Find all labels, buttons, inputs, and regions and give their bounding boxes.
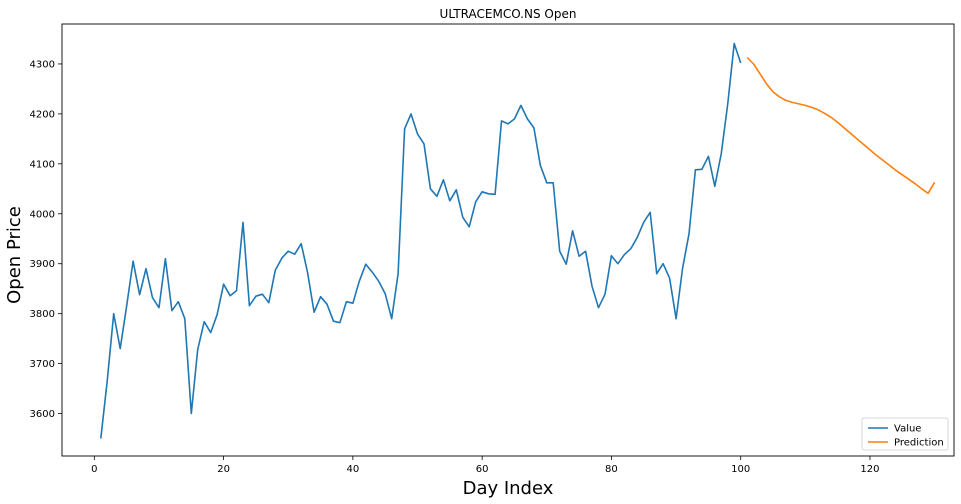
y-tick-label: 4000 — [30, 209, 55, 220]
legend-label-value: Value — [894, 424, 921, 435]
plot-area: 0 20 40 60 80 100 120 3600 3700 3800 3900 4000 4100 4… — [30, 23, 955, 475]
y-tick-label: 3600 — [30, 409, 55, 420]
y-tick-label: 3800 — [30, 309, 55, 320]
x-tick-label: 20 — [217, 464, 230, 475]
x-tick-label: 0 — [91, 464, 97, 475]
chart-title: ULTRACEMCO.NS Open — [440, 7, 577, 21]
legend-label-prediction: Prediction — [894, 438, 944, 449]
y-tick-label: 3900 — [30, 259, 55, 270]
legend: Value Prediction — [861, 417, 949, 451]
axes-frame — [61, 23, 955, 457]
y-tick-label: 4300 — [30, 59, 55, 70]
y-tick-label: 4200 — [30, 109, 55, 120]
y-axis-label: Open Price — [4, 206, 25, 304]
y-tick-label: 4100 — [30, 159, 55, 170]
x-tick-label: 80 — [605, 464, 618, 475]
y-tick-label: 3700 — [30, 359, 55, 370]
x-axis-label: Day Index — [463, 478, 554, 499]
series-line-prediction — [746, 56, 936, 195]
x-tick-label: 100 — [731, 464, 750, 475]
series-line-value — [100, 42, 742, 439]
x-tick-label: 40 — [347, 464, 360, 475]
x-tick-label: 120 — [860, 464, 879, 475]
x-tick-label: 60 — [476, 464, 489, 475]
